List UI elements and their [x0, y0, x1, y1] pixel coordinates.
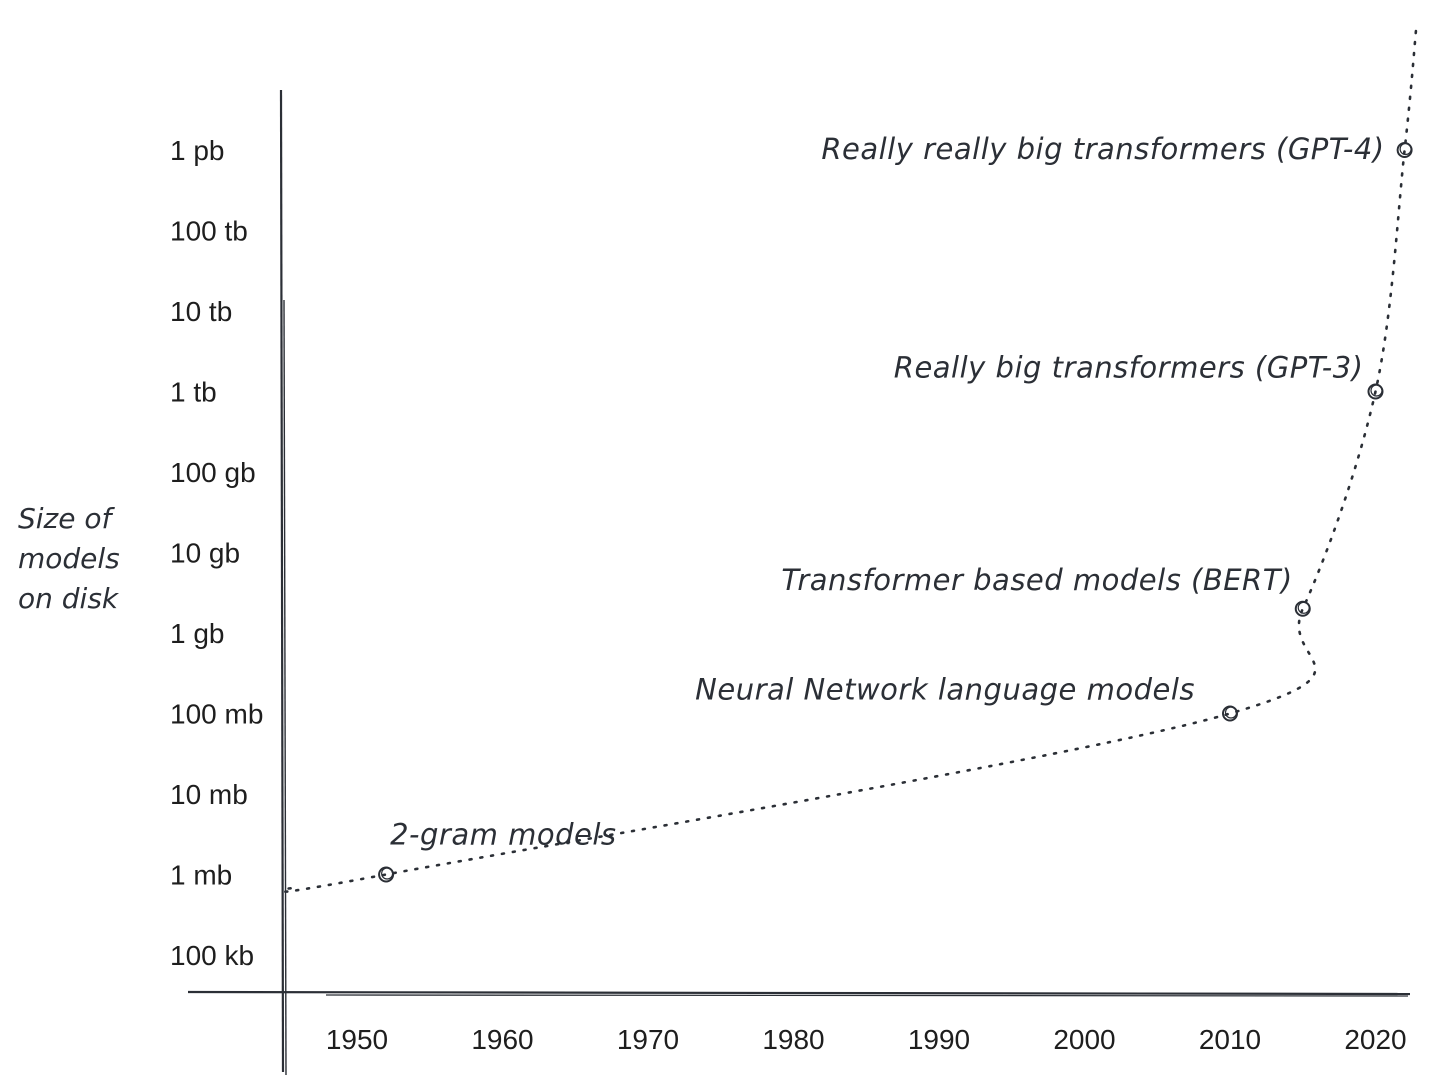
- data-point-sketch: [381, 867, 394, 880]
- y-axis-label: Size of models on disk: [18, 502, 120, 615]
- y-axis-line: [279, 89, 285, 1073]
- axes: [187, 89, 1411, 1076]
- x-tick-label: 1970: [617, 1024, 679, 1055]
- x-tick-label: 2000: [1053, 1024, 1115, 1055]
- point-annotation: Really big transformers (GPT-3): [894, 351, 1364, 385]
- x-tick-label: 2020: [1344, 1024, 1406, 1055]
- annotations: 2-gram models Neural Network language mod…: [390, 132, 1384, 852]
- y-tick-label: 1 mb: [170, 860, 232, 891]
- y-axis-label-line: models: [18, 542, 120, 575]
- x-tick-labels: 1950 1960 1970 1980 1990 2000 2010 2020: [326, 1024, 1407, 1055]
- y-tick-label: 1 tb: [170, 377, 217, 408]
- data-point-sketch: [1224, 706, 1238, 719]
- point-annotation: Neural Network language models: [695, 673, 1195, 707]
- y-axis-line-sketch: [283, 299, 287, 1076]
- y-tick-label: 10 mb: [170, 779, 248, 810]
- point-annotation: 2-gram models: [390, 818, 616, 852]
- data-points: [378, 142, 1413, 883]
- x-tick-label: 1950: [326, 1024, 388, 1055]
- x-tick-label: 2010: [1199, 1024, 1261, 1055]
- y-tick-label: 1 pb: [170, 135, 225, 166]
- data-point-sketch: [1370, 384, 1383, 397]
- point-annotation: Really really big transformers (GPT-4): [821, 132, 1384, 166]
- data-point-sketch: [1297, 601, 1310, 614]
- point-annotation: Transformer based models (BERT): [781, 563, 1292, 597]
- y-tick-label: 100 gb: [170, 457, 256, 488]
- x-axis-line-sketch: [325, 994, 1409, 997]
- x-tick-label: 1960: [471, 1024, 533, 1055]
- y-tick-label: 100 mb: [170, 699, 263, 730]
- y-tick-label: 100 tb: [170, 216, 248, 247]
- x-tick-label: 1980: [762, 1024, 824, 1055]
- trend-curve: [283, 26, 1418, 893]
- y-tick-label: 1 gb: [170, 618, 225, 649]
- y-tick-labels: 100 kb 1 mb 10 mb 100 mb 1 gb 10 gb 100 gb 1 tb…: [170, 135, 263, 971]
- y-axis-label-line: Size of: [18, 502, 116, 535]
- trend-line: [283, 26, 1418, 893]
- x-tick-label: 1990: [908, 1024, 970, 1055]
- y-tick-label: 10 tb: [170, 296, 232, 327]
- x-axis-line: [187, 990, 1411, 996]
- data-point-sketch: [1399, 142, 1412, 156]
- y-axis-label-line: on disk: [18, 582, 120, 615]
- y-tick-label: 100 kb: [170, 940, 254, 971]
- y-tick-label: 10 gb: [170, 538, 240, 569]
